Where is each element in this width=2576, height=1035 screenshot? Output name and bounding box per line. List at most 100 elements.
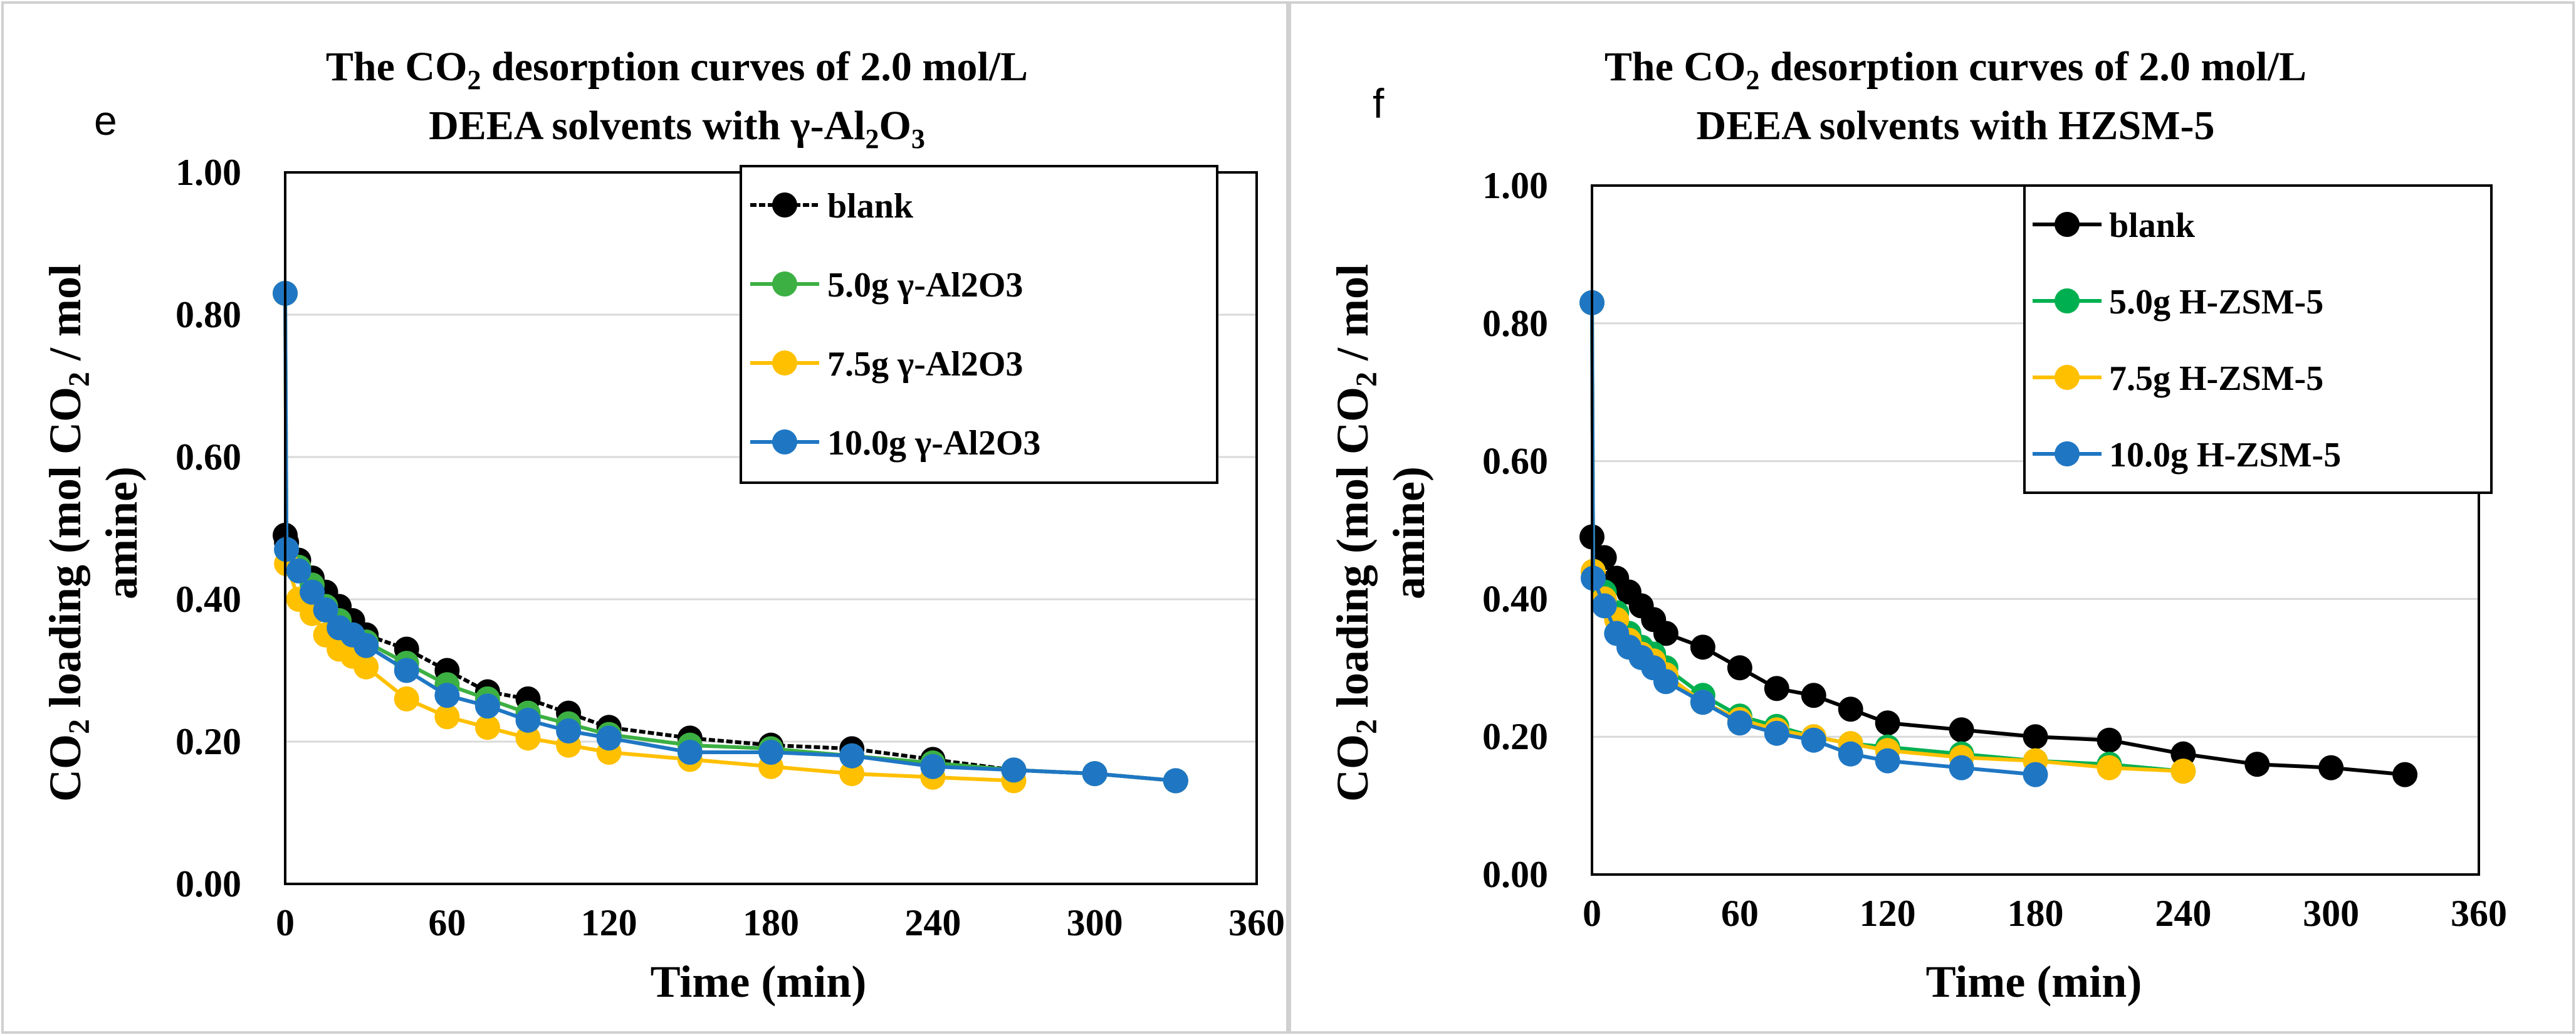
panel-e-letter: e <box>94 97 117 144</box>
panel-f-ytick-label: 0.00 <box>1482 854 1548 895</box>
panel-e-xtick-label: 240 <box>904 902 961 943</box>
panel-e-ytick-label: 0.00 <box>175 863 241 905</box>
panel-f-xtick-label: 300 <box>2303 893 2359 934</box>
panel-f-xtick-label: 360 <box>2451 893 2507 934</box>
panel-f-data-point <box>1838 741 1863 767</box>
panel-f-data-point <box>2170 741 2196 767</box>
panel-f-data-point <box>1727 710 1752 736</box>
panel-e-data-point <box>1163 768 1188 794</box>
panel-e-data-point <box>677 740 703 765</box>
panel-e-title-line2: DEEA solvents with γ-Al2O3 <box>429 103 925 154</box>
panel-e-data-point <box>394 686 419 712</box>
panel-f-ylabel: CO2 loading (mol CO2 / mol <box>1327 264 1383 802</box>
panel-e-xtick-label: 60 <box>428 902 466 943</box>
panel-e-legend-label: 5.0g γ-Al2O3 <box>827 266 1023 305</box>
panel-f-data-point <box>2023 724 2048 750</box>
panel-e-plot: 0.00 0.20 0.40 0.60 0.80 1.00 0 60 120 180 240 300 3… <box>175 152 1285 943</box>
panel-e-xtick-label: 300 <box>1067 902 1123 943</box>
panel-f-ytick-label: 0.80 <box>1482 303 1548 344</box>
panel-f-legend-label: 5.0g H-ZSM-5 <box>2109 283 2323 322</box>
panel-f-title-line2: DEEA solvents with HZSM-5 <box>1697 103 2215 149</box>
panel-e-legend-marker <box>772 429 797 454</box>
panel-e-data-point <box>474 693 500 719</box>
panel-f-data-point <box>1801 683 1826 708</box>
panel-f-series-line <box>1590 302 2036 777</box>
panel-f-xtick-label: 0 <box>1583 893 1601 934</box>
panel-e-data-point <box>474 715 500 740</box>
panel-e-data-point <box>300 579 325 605</box>
panel-e-legend: blank 5.0g γ-Al2O3 7.5g γ-Al2O3 10.0g γ-Al2… <box>740 165 1218 484</box>
panel-f-ylabel-line2: amine) <box>1384 466 1434 599</box>
panel-e-series-3 <box>273 280 1188 794</box>
panel-f-data-point <box>2097 755 2122 780</box>
panel-f-legend-label: blank <box>2109 206 2196 245</box>
panel-f-data-point <box>1727 655 1752 681</box>
panel-f-data-point <box>2023 762 2048 787</box>
panel-e-data-point <box>394 658 419 683</box>
panel-f-legend-label: 10.0g H-ZSM-5 <box>2109 436 2341 475</box>
panel-e-legend-label: 7.5g γ-Al2O3 <box>827 345 1023 384</box>
panel-e-xtick-label: 180 <box>743 902 799 943</box>
panel-f-ytick-label: 0.40 <box>1482 578 1548 619</box>
panel-f-border <box>1289 1 2575 1034</box>
panel-f-data-point <box>2318 755 2344 780</box>
panel-f-data-point <box>1764 676 1789 701</box>
panel-f-xlabel: Time (min) <box>1926 957 2142 1007</box>
panel-e-xtick-label: 120 <box>581 902 637 943</box>
panel-e-series-line <box>283 535 1176 783</box>
panel-f-legend-marker <box>2055 441 2080 466</box>
panel-e-ytick-label: 0.80 <box>175 294 241 335</box>
panel-e-data-point <box>434 683 460 708</box>
panel-e-legend-label: 10.0g γ-Al2O3 <box>827 424 1040 463</box>
panel-f-ytick-label: 0.60 <box>1482 441 1548 482</box>
panel-e-data-point <box>515 707 541 733</box>
panel-f-series-3 <box>1579 290 2048 787</box>
panel-e-data-point <box>286 558 312 584</box>
panel-f-series-0 <box>1579 524 2418 787</box>
panel-f-legend-marker <box>2055 288 2080 313</box>
panel-f-ytick-label: 1.00 <box>1482 165 1548 206</box>
panel-e-xtick-label: 0 <box>276 902 295 943</box>
panel-e-xtick-label: 360 <box>1228 902 1285 943</box>
panel-f-data-point <box>1764 720 1789 746</box>
panel-e-ytick-label: 0.40 <box>175 579 241 620</box>
panel-e-legend-marker <box>772 350 797 376</box>
panel-e-data-point <box>515 725 541 751</box>
panel-e-data-point <box>1001 757 1027 783</box>
panel-e-data-point <box>839 761 865 787</box>
panel-f-ytick-label: 0.20 <box>1482 716 1548 757</box>
panel-e-data-point <box>274 537 300 562</box>
panel-e-title-line1: The CO2 desorption curves of 2.0 mol/L <box>326 44 1028 95</box>
panel-e-ylabel-line2: amine) <box>97 466 147 599</box>
panel-e-legend-marker <box>772 271 797 297</box>
panel-f-legend-marker <box>2055 212 2080 237</box>
panel-f-data-point <box>1838 696 1863 722</box>
panel-f-data-point <box>1690 690 1715 715</box>
panel-e-data-point <box>839 743 865 769</box>
panel-f-data-point <box>1875 710 1900 736</box>
panel-f-xtick-label: 240 <box>2155 893 2211 934</box>
panel-e-data-point <box>313 597 338 623</box>
panel-e-data-point <box>353 633 379 658</box>
panel-e-ytick-label: 0.20 <box>175 721 241 762</box>
panel-e-border <box>1 1 1289 1034</box>
panel-e-data-point <box>353 654 379 680</box>
panel-e-data-point <box>758 740 783 765</box>
panel-e-data-point <box>596 725 622 751</box>
panel-f-data-point <box>2392 762 2418 787</box>
panel-f-data-point <box>2097 727 2122 753</box>
panel-f-xtick-label: 60 <box>1721 893 1759 934</box>
panel-f-data-point <box>1875 748 1900 774</box>
panel-f-data-point <box>1690 634 1715 660</box>
panel-e-legend-box <box>740 165 1218 484</box>
panel-e: The CO2 desorption curves of 2.0 mol/L D… <box>1 1 1289 1034</box>
panel-e-ytick-label: 1.00 <box>175 152 241 193</box>
panel-e-data-point <box>1082 761 1107 787</box>
panel-f-xtick-label: 120 <box>1860 893 1916 934</box>
panel-f-data-point <box>1653 621 1678 646</box>
panel-f-data-point <box>1591 593 1617 619</box>
panel-f-data-point <box>1949 717 1974 743</box>
panel-e-legend-label: blank <box>827 187 914 226</box>
panel-e-xlabel: Time (min) <box>651 957 867 1007</box>
